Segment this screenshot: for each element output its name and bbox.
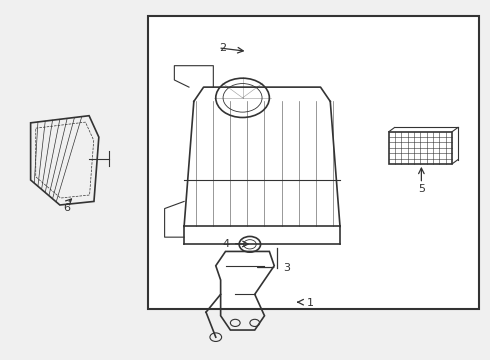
Text: 2: 2 <box>220 43 227 53</box>
Text: 3: 3 <box>283 262 290 273</box>
FancyBboxPatch shape <box>147 16 479 309</box>
Text: 5: 5 <box>418 184 425 194</box>
Text: 6: 6 <box>64 203 71 212</box>
Bar <box>389 132 452 164</box>
Text: 4: 4 <box>222 239 229 249</box>
Text: 1: 1 <box>307 298 314 308</box>
